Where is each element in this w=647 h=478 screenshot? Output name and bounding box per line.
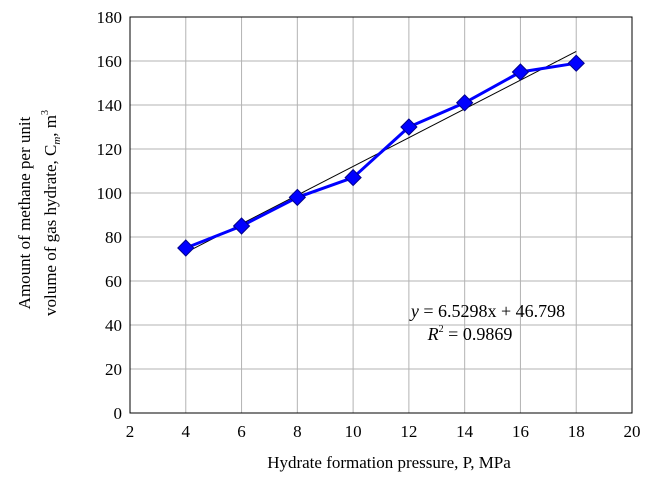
y-tick-label: 120 bbox=[97, 140, 123, 159]
y-tick-label: 80 bbox=[105, 228, 122, 247]
y-axis-title: Amount of methane per unit volume of gas… bbox=[15, 110, 63, 316]
x-tick-label: 12 bbox=[400, 422, 417, 441]
svg-text:Amount of methane per unit: Amount of methane per unit bbox=[15, 116, 34, 309]
y-tick-label: 100 bbox=[97, 184, 123, 203]
x-tick-label: 4 bbox=[182, 422, 191, 441]
x-tick-label: 2 bbox=[126, 422, 135, 441]
equation-text: y = 6.5298x + 46.798 bbox=[409, 301, 565, 321]
x-tick-label: 16 bbox=[512, 422, 529, 441]
y-tick-label: 0 bbox=[114, 404, 123, 423]
y-tick-label: 20 bbox=[105, 360, 122, 379]
x-tick-label: 8 bbox=[293, 422, 302, 441]
data-point bbox=[400, 118, 418, 136]
data-point bbox=[455, 94, 474, 112]
y-tick-label: 60 bbox=[105, 272, 122, 291]
data-point bbox=[567, 54, 585, 72]
data-point bbox=[232, 217, 251, 235]
y-tick-label: 140 bbox=[97, 96, 123, 115]
grid bbox=[130, 17, 632, 413]
svg-text:volume of gas hydrate, Cm, m3: volume of gas hydrate, Cm, m3 bbox=[40, 110, 63, 316]
x-tick-label: 20 bbox=[624, 422, 641, 441]
y-tick-label: 180 bbox=[97, 8, 123, 27]
data-point bbox=[288, 188, 307, 207]
r-squared-text: R2 = 0.9869 bbox=[427, 324, 513, 344]
data-point bbox=[177, 239, 195, 257]
series-line bbox=[185, 61, 577, 250]
x-tick-label: 6 bbox=[237, 422, 246, 441]
y-tick-label: 40 bbox=[105, 316, 122, 335]
x-tick-label: 10 bbox=[345, 422, 362, 441]
data-point bbox=[511, 63, 530, 81]
x-axis-title: Hydrate formation pressure, P, MPa bbox=[267, 453, 511, 472]
x-tick-label: 14 bbox=[456, 422, 474, 441]
plot-area-border bbox=[129, 16, 633, 414]
y-tick-label: 160 bbox=[97, 52, 123, 71]
x-tick-labels: 2 4 6 8 10 12 14 16 18 20 bbox=[126, 422, 641, 441]
data-point bbox=[344, 168, 362, 187]
y-tick-labels: 0 20 40 60 80 100 120 140 160 180 bbox=[97, 8, 123, 423]
x-tick-label: 18 bbox=[568, 422, 585, 441]
data-markers bbox=[177, 54, 585, 257]
